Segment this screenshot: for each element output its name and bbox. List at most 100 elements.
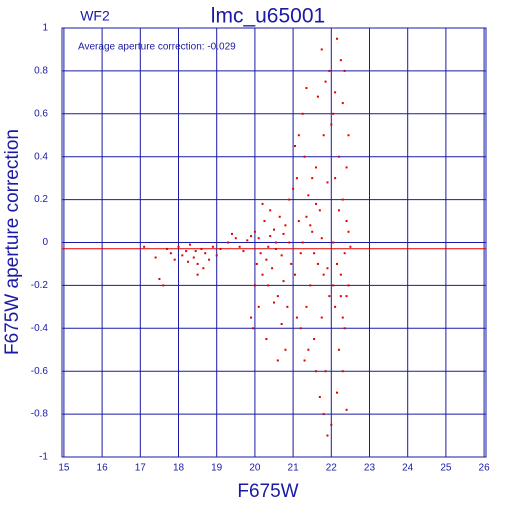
x-tick-label: 22	[326, 463, 338, 474]
point	[250, 316, 253, 319]
point	[322, 273, 325, 276]
point	[305, 305, 308, 308]
point	[290, 262, 293, 265]
chart-title: lmc_u65001	[211, 5, 325, 28]
point	[341, 198, 344, 201]
point	[185, 250, 188, 253]
x-axis-label: F675W	[237, 481, 298, 502]
point	[292, 187, 295, 190]
point	[246, 239, 249, 242]
point	[173, 258, 176, 261]
point	[303, 155, 306, 158]
point	[332, 112, 335, 115]
point	[345, 408, 348, 411]
point	[341, 102, 344, 105]
point	[208, 258, 211, 261]
point	[341, 316, 344, 319]
point	[305, 215, 308, 218]
point	[336, 391, 339, 394]
point	[267, 284, 270, 287]
chart-subtitle: WF2	[80, 8, 110, 24]
y-tick-label: -1	[39, 452, 48, 463]
point	[242, 250, 245, 253]
y-tick-label: -0.2	[31, 280, 49, 291]
point	[320, 237, 323, 240]
point	[143, 245, 146, 248]
point	[265, 338, 268, 341]
y-tick-label: 1	[42, 23, 48, 34]
point	[286, 305, 289, 308]
point	[320, 48, 323, 51]
point	[339, 273, 342, 276]
point	[274, 241, 277, 244]
point	[345, 220, 348, 223]
point	[309, 224, 312, 227]
x-tick-label: 15	[58, 463, 70, 474]
point	[295, 177, 298, 180]
point	[154, 256, 157, 259]
point	[337, 155, 340, 158]
y-tick-label: -0.4	[31, 323, 49, 334]
point	[341, 370, 344, 373]
point	[318, 209, 321, 212]
point	[332, 241, 335, 244]
point	[324, 370, 327, 373]
point	[328, 295, 331, 298]
y-tick-label: 0.6	[34, 108, 48, 119]
point	[328, 69, 331, 72]
point	[326, 434, 329, 437]
point	[196, 262, 199, 265]
point	[326, 267, 329, 270]
y-tick-label: -0.6	[31, 366, 49, 377]
point	[276, 295, 279, 298]
point	[334, 177, 337, 180]
point	[303, 359, 306, 362]
point	[330, 423, 333, 426]
point	[234, 237, 237, 240]
point	[276, 359, 279, 362]
point	[192, 256, 195, 259]
point	[297, 220, 300, 223]
point	[187, 260, 190, 263]
point	[320, 316, 323, 319]
point	[177, 245, 180, 248]
point	[251, 327, 254, 330]
point	[313, 338, 316, 341]
point	[345, 166, 348, 169]
point	[250, 235, 253, 238]
point	[322, 134, 325, 137]
point	[349, 245, 352, 248]
point	[211, 245, 214, 248]
y-tick-label: 0.8	[34, 66, 48, 77]
point	[261, 202, 264, 205]
point	[347, 284, 350, 287]
x-tick-label: 20	[249, 463, 261, 474]
point	[284, 224, 287, 227]
x-tick-label: 21	[288, 463, 300, 474]
x-tick-label: 23	[364, 463, 376, 474]
point	[311, 177, 314, 180]
point	[339, 59, 342, 62]
point	[188, 243, 191, 246]
point	[288, 241, 291, 244]
point	[343, 327, 346, 330]
point	[347, 230, 350, 233]
point	[200, 247, 203, 250]
point	[278, 215, 281, 218]
point	[230, 232, 233, 235]
point	[273, 228, 275, 231]
point	[316, 262, 319, 265]
point	[337, 209, 340, 212]
point	[257, 305, 260, 308]
point	[294, 273, 297, 276]
annotation: Average aperture correction: -0.029	[78, 42, 236, 53]
point	[324, 80, 327, 83]
point	[339, 295, 342, 298]
point	[299, 327, 302, 330]
point	[267, 245, 270, 248]
x-tick-label: 19	[211, 463, 223, 474]
x-tick-label: 17	[135, 463, 147, 474]
point	[181, 254, 184, 257]
